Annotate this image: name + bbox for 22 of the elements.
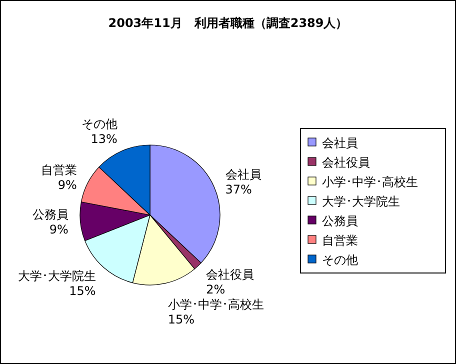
legend-label: 会社役員	[322, 156, 370, 170]
slice-label: 公務員	[32, 208, 68, 222]
slice-label: 会社役員	[206, 267, 254, 282]
legend-label: 公務員	[322, 214, 358, 228]
slice-label: 小学･中学･高校生	[168, 297, 264, 312]
data-label: 37%	[225, 182, 252, 196]
slice-label: 大学･大学院生	[18, 269, 96, 284]
slice-label: その他	[81, 117, 118, 132]
data-label: 15%	[168, 312, 195, 326]
legend-label: 小学･中学･高校生	[322, 175, 418, 189]
legend-label: 会社員	[322, 136, 358, 150]
data-label: 2%	[206, 282, 226, 296]
chart-title: 2003年11月 利用者職種（調査2389人）	[108, 16, 348, 30]
slice-label: 自営業	[40, 162, 77, 177]
data-label: 15%	[69, 284, 96, 298]
legend-label: 自営業	[322, 234, 358, 248]
legend-label: その他	[322, 253, 358, 267]
slice-label: 会社員	[225, 167, 262, 182]
data-label: 9%	[58, 178, 77, 192]
legend-label: 大学･大学院生	[322, 194, 400, 208]
data-label: 13%	[90, 132, 118, 146]
data-label: 9%	[49, 222, 68, 237]
